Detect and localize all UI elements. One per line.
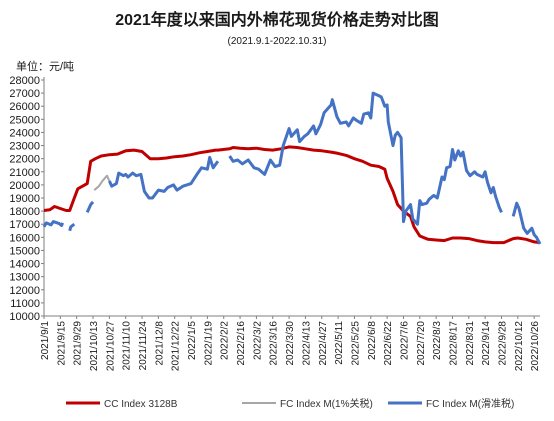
x-tick-label: 2022/9/14 — [481, 321, 492, 366]
x-tick-label: 2022/10/26 — [530, 321, 541, 371]
x-tick-labels: 2021/9/1 2021/9/15 2021/9/29 2021/10/13 2021… — [40, 321, 541, 371]
chart-legend: CC Index 3128B FC Index M(1%关税) FC Index M… — [66, 397, 514, 410]
series-line-3 — [511, 201, 542, 245]
x-tick-label: 2021/10/27 — [105, 321, 116, 371]
y-tick-label: 14000 — [9, 259, 40, 271]
x-tick-label: 2022/3/16 — [269, 321, 280, 366]
y-tick-label: 11000 — [10, 298, 40, 310]
y-tick-label: 10000 — [9, 311, 40, 323]
x-tick-label: 2022/8/17 — [448, 321, 459, 366]
series-line-3 — [85, 200, 95, 214]
y-axis-unit-label: 单位：元/吨 — [16, 59, 74, 73]
y-tick-label: 26000 — [9, 101, 40, 113]
x-tick-label: 2021/9/15 — [56, 321, 67, 366]
x-tick-label: 2021/10/13 — [89, 321, 100, 371]
x-tick-label: 2022/7/6 — [399, 321, 410, 360]
y-tick-label: 16000 — [9, 232, 40, 244]
series-line-3 — [228, 91, 503, 226]
chart-subtitle: (2021.9.1-2022.10.31) — [228, 36, 327, 47]
x-tick-label: 2022/6/22 — [383, 321, 394, 366]
x-tick-label: 2022/9/28 — [497, 321, 508, 366]
y-tick-label: 17000 — [9, 219, 40, 231]
x-tick-label: 2022/1/19 — [203, 321, 214, 366]
y-tick-label: 12000 — [9, 285, 40, 297]
x-tick-label: 2022/8/3 — [432, 321, 443, 360]
x-tick-label: 2021/12/22 — [171, 321, 182, 371]
y-tick-label: 15000 — [9, 245, 40, 257]
y-tick-label: 20000 — [9, 180, 40, 192]
x-tick-label: 2022/5/25 — [350, 321, 361, 366]
x-tick-label: 2022/4/27 — [318, 321, 329, 366]
y-tick-label: 28000 — [9, 75, 40, 87]
series-line-3 — [68, 222, 76, 232]
x-tick-label: 2022/7/20 — [416, 321, 427, 366]
x-tick-label: 2022/3/2 — [252, 321, 263, 360]
x-tick-label: 2022/10/12 — [514, 321, 525, 371]
legend-label-1: CC Index 3128B — [104, 399, 178, 410]
series-line-2 — [93, 174, 111, 191]
series-line-3 — [42, 220, 65, 228]
legend-label-2: FC Index M(1%关税) — [280, 397, 373, 410]
x-tick-label: 2022/5/11 — [334, 321, 345, 365]
x-tick-label: 2021/12/8 — [154, 321, 165, 366]
x-tick-label: 2022/2/2 — [220, 321, 231, 360]
x-tick-label: 2022/3/30 — [285, 321, 296, 366]
y-tick-label: 21000 — [9, 167, 40, 179]
legend-label-3: FC Index M(滑准税) — [426, 397, 514, 410]
x-tick-label: 2021/9/1 — [40, 321, 51, 360]
x-tick-label: 2021/11/10 — [122, 321, 133, 371]
y-tick-label: 19000 — [9, 193, 40, 205]
x-tick-label: 2022/2/16 — [236, 321, 247, 366]
chart-title: 2021年度以来国内外棉花现货价格走势对比图 — [115, 10, 439, 29]
series-layer — [42, 91, 542, 245]
x-tick-label: 2022/4/13 — [301, 321, 312, 366]
y-tick-label: 24000 — [9, 127, 40, 139]
x-tick-label: 2022/1/5 — [187, 321, 198, 360]
y-tick-label: 23000 — [9, 141, 40, 153]
x-tick-label: 2021/11/24 — [138, 321, 149, 371]
x-tick-label: 2022/6/8 — [367, 321, 378, 360]
series-line-1 — [43, 145, 541, 245]
x-tick-label: 2021/9/29 — [73, 321, 84, 366]
y-tick-label: 13000 — [9, 272, 40, 284]
y-tick-label: 27000 — [9, 88, 40, 100]
series-line-3 — [108, 155, 220, 200]
y-tick-label: 18000 — [9, 206, 40, 218]
y-tick-label: 22000 — [9, 154, 40, 166]
y-tick-label: 25000 — [9, 114, 40, 126]
axes-group — [41, 77, 540, 319]
x-tick-label: 2022/8/31 — [465, 321, 476, 366]
